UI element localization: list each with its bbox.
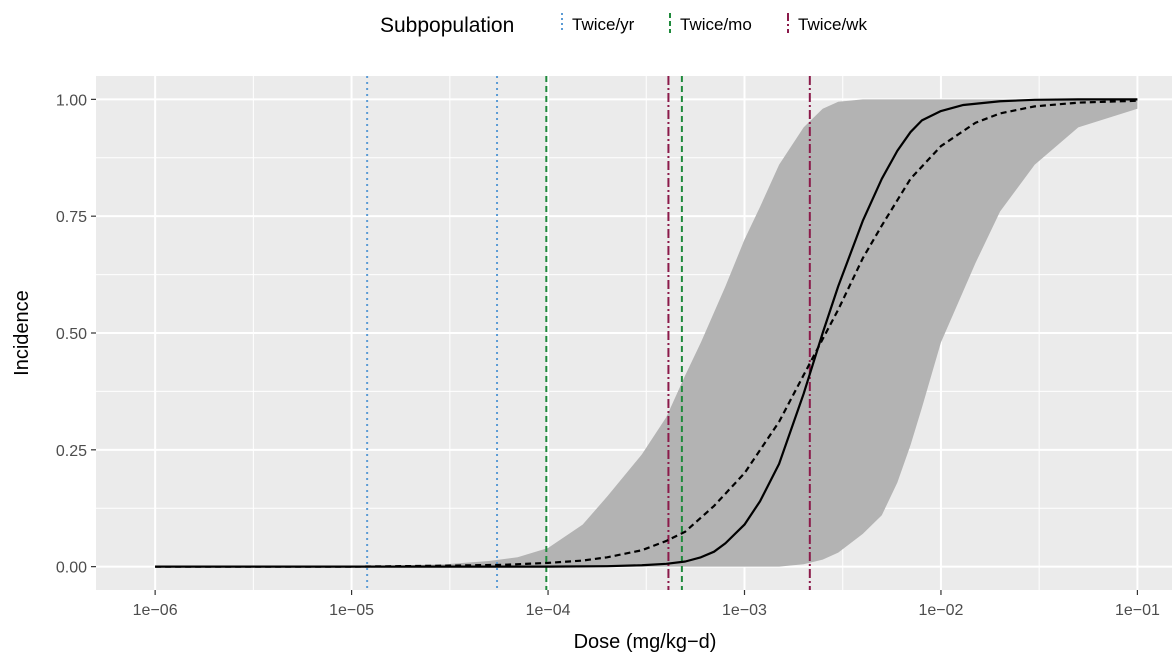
series-line-solid xyxy=(155,98,1138,568)
x-tick-label: 1e−04 xyxy=(526,602,571,619)
y-tick-label: 0.50 xyxy=(56,326,87,343)
y-tick-label: 0.00 xyxy=(56,560,87,577)
x-tick-label: 1e−03 xyxy=(722,602,767,619)
y-axis: 0.00 0.25 0.50 0.75 1.00 xyxy=(56,92,96,577)
legend-label: Twice/mo xyxy=(680,15,752,34)
y-axis-title: Incidence xyxy=(11,290,33,376)
reference-lines xyxy=(366,76,811,590)
x-tick-label: 1e−02 xyxy=(918,602,963,619)
x-axis-title: Dose (mg/kg−d) xyxy=(574,631,717,653)
x-axis: 1e−06 1e−05 1e−04 1e−03 1e−02 1e−01 xyxy=(133,590,1160,619)
y-tick-label: 0.75 xyxy=(56,209,87,226)
x-tick-label: 1e−05 xyxy=(329,602,374,619)
legend-title: Subpopulation xyxy=(380,14,514,37)
legend-label: Twice/yr xyxy=(572,15,635,34)
series-lines xyxy=(155,98,1138,568)
legend-item: Twice/mo xyxy=(669,13,752,34)
x-tick-label: 1e−06 xyxy=(133,602,178,619)
series-line-dashed xyxy=(155,99,1138,568)
legend-label: Twice/wk xyxy=(798,15,867,34)
confidence-ribbon xyxy=(155,99,1138,567)
y-tick-label: 0.25 xyxy=(56,443,87,460)
y-tick-label: 1.00 xyxy=(56,92,87,109)
legend-item: Twice/yr xyxy=(561,13,635,34)
x-tick-label: 1e−01 xyxy=(1115,602,1160,619)
legend-item: Twice/wk xyxy=(787,13,867,34)
legend: Subpopulation Twice/yr Twice/mo Twice/wk xyxy=(380,13,867,37)
